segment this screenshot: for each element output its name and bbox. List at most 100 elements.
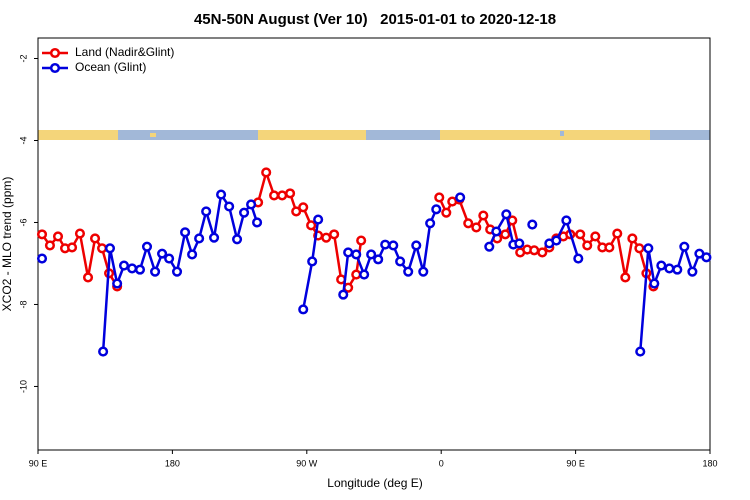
- point: [431, 204, 442, 215]
- point: [529, 245, 540, 256]
- map-strip: [38, 130, 710, 140]
- point: [491, 226, 502, 237]
- point: [89, 233, 101, 244]
- point: [687, 266, 698, 277]
- plot-frame: [37, 37, 711, 451]
- point: [44, 240, 55, 251]
- point: [224, 201, 235, 212]
- y-tick-label: -8: [18, 300, 28, 308]
- legend-label: Ocean (Glint): [75, 60, 146, 74]
- point: [634, 243, 645, 254]
- point: [351, 269, 362, 280]
- point: [307, 256, 318, 267]
- point: [232, 234, 243, 245]
- legend-item: Land (Nadir&Glint): [42, 45, 174, 59]
- point: [36, 253, 48, 264]
- x-tick-label: 180: [702, 458, 717, 468]
- x-tick-label: 0: [439, 458, 444, 468]
- x-tick-label: 90 E: [566, 458, 585, 468]
- point: [298, 304, 309, 315]
- point: [411, 240, 422, 251]
- point: [656, 260, 667, 271]
- point: [403, 266, 414, 277]
- point: [98, 346, 109, 357]
- point: [551, 235, 562, 246]
- point: [514, 238, 525, 249]
- y-axis-label: XCO2 - MLO trend (ppm): [0, 177, 14, 312]
- y-tick-label: -4: [18, 136, 28, 144]
- point: [649, 278, 660, 289]
- point: [52, 231, 64, 242]
- point: [455, 192, 466, 203]
- point: [66, 242, 78, 253]
- point: [298, 202, 309, 213]
- point: [380, 239, 391, 250]
- point: [527, 219, 538, 230]
- point: [478, 210, 489, 221]
- point: [194, 233, 205, 244]
- point: [261, 167, 272, 178]
- point: [321, 232, 332, 243]
- point: [366, 249, 377, 260]
- point: [701, 252, 712, 263]
- point: [313, 214, 324, 225]
- point: [351, 249, 362, 260]
- point: [171, 266, 183, 277]
- point: [582, 240, 593, 251]
- point: [150, 266, 161, 277]
- point: [252, 217, 263, 228]
- point: [643, 243, 654, 254]
- point: [127, 263, 138, 274]
- point: [612, 228, 623, 239]
- point: [620, 272, 631, 283]
- point: [537, 247, 548, 258]
- point: [635, 346, 646, 357]
- x-tick-label: 90 E: [29, 458, 48, 468]
- point: [306, 220, 317, 231]
- point: [573, 253, 584, 264]
- point: [343, 247, 354, 258]
- chart-title: 45N-50N August (Ver 10) 2015-01-01 to 20…: [194, 11, 556, 28]
- point: [216, 189, 227, 200]
- y-tick-label: -6: [18, 218, 28, 226]
- point: [561, 215, 572, 226]
- point: [338, 289, 349, 300]
- legend-label: Land (Nadir&Glint): [75, 45, 174, 59]
- point: [269, 190, 280, 201]
- point: [82, 272, 94, 283]
- point: [441, 207, 452, 218]
- point: [604, 242, 615, 253]
- point: [246, 199, 257, 210]
- y-tick-label: -2: [18, 54, 28, 62]
- point: [484, 241, 495, 252]
- point: [164, 253, 175, 264]
- point: [285, 188, 296, 199]
- point: [395, 256, 406, 267]
- legend-marker: [49, 62, 61, 74]
- point: [434, 192, 445, 203]
- point: [239, 207, 250, 218]
- point: [501, 209, 512, 220]
- point: [104, 243, 116, 254]
- point: [134, 264, 146, 275]
- point: [627, 233, 638, 244]
- point: [471, 222, 482, 233]
- point: [209, 232, 220, 243]
- legend-marker: [49, 47, 61, 59]
- point: [36, 229, 48, 240]
- point: [575, 229, 586, 240]
- point: [373, 254, 384, 265]
- x-axis-label: Longitude (deg E): [327, 476, 422, 490]
- point: [74, 228, 86, 239]
- point: [187, 249, 198, 260]
- point: [672, 264, 683, 275]
- x-tick-label: 180: [165, 458, 180, 468]
- point: [329, 229, 340, 240]
- point: [97, 243, 108, 254]
- point: [388, 240, 399, 251]
- point: [157, 248, 168, 259]
- point: [664, 263, 675, 274]
- point: [141, 241, 153, 252]
- point: [118, 260, 130, 271]
